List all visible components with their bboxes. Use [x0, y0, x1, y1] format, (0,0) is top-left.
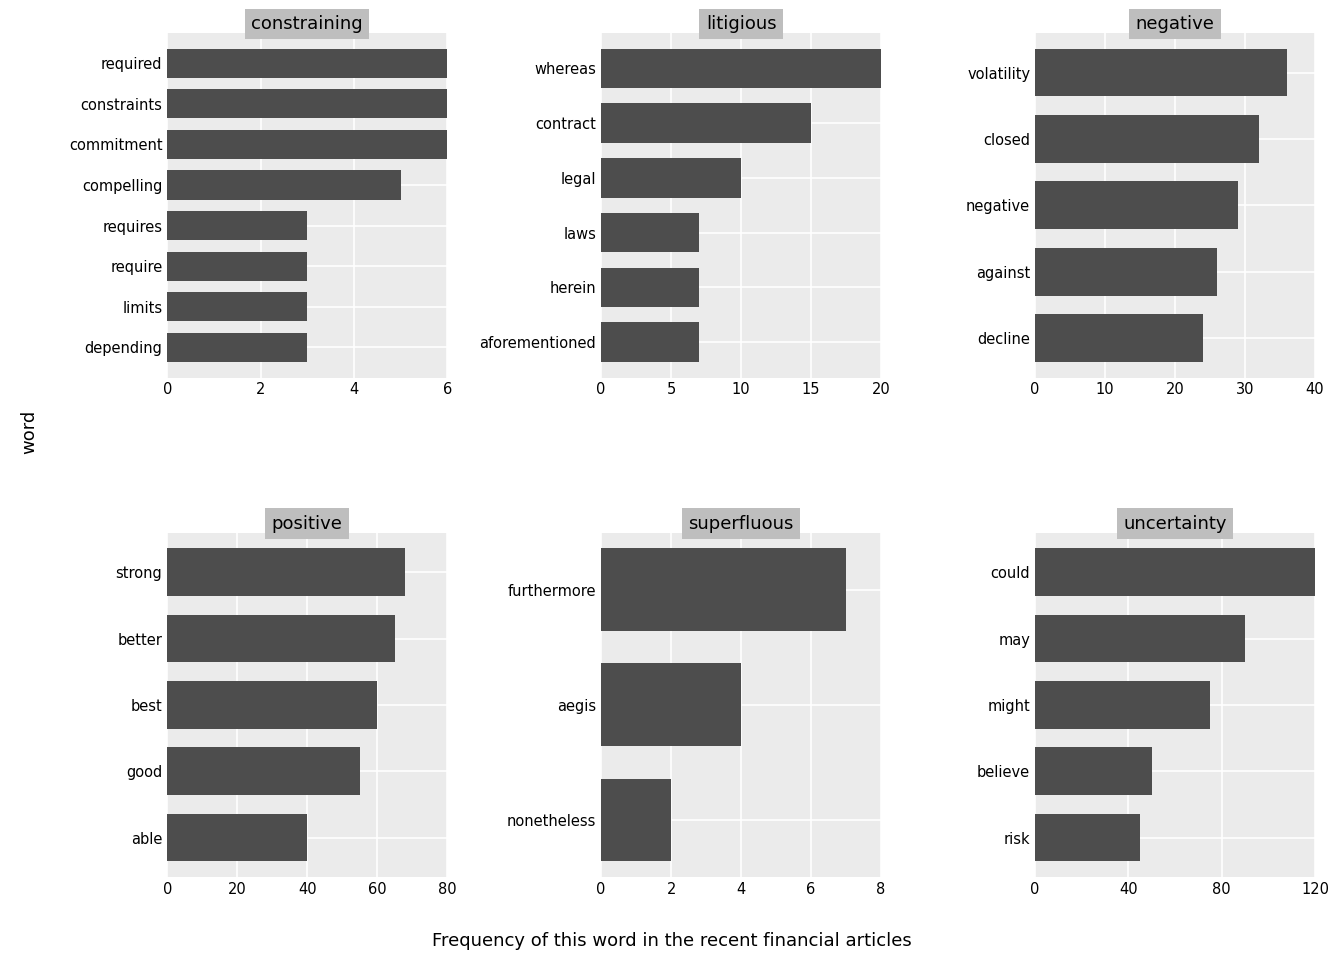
Text: constraining: constraining [251, 15, 363, 33]
Bar [601, 49, 882, 88]
Text: word: word [20, 410, 38, 454]
Bar [1035, 614, 1245, 662]
Bar [167, 614, 395, 662]
Bar [601, 104, 812, 143]
Bar [167, 49, 448, 78]
Text: litigious: litigious [706, 15, 777, 33]
Bar [167, 130, 448, 159]
Bar [1035, 49, 1288, 96]
Text: Frequency of this word in the recent financial articles: Frequency of this word in the recent fin… [433, 932, 911, 950]
Text: superfluous: superfluous [688, 515, 794, 533]
Bar [1035, 548, 1314, 596]
Bar [1035, 181, 1238, 229]
Bar [1035, 115, 1259, 163]
Bar [1035, 314, 1203, 362]
Bar [167, 747, 360, 795]
Text: uncertainty: uncertainty [1124, 515, 1227, 533]
Bar [601, 323, 699, 362]
Bar [1035, 248, 1218, 296]
Bar [601, 158, 741, 198]
Bar [601, 663, 741, 746]
Bar [167, 292, 308, 322]
Bar [601, 213, 699, 252]
Bar [1035, 681, 1210, 729]
Bar [601, 779, 671, 861]
Bar [167, 333, 308, 362]
Bar [167, 252, 308, 280]
Text: negative: negative [1136, 15, 1215, 33]
Bar [167, 814, 308, 861]
Bar [167, 211, 308, 240]
Bar [601, 548, 847, 631]
Bar [167, 89, 448, 118]
Bar [167, 548, 405, 596]
Bar [1035, 814, 1140, 861]
Bar [167, 170, 401, 200]
Bar [601, 268, 699, 307]
Bar [1035, 747, 1152, 795]
Text: positive: positive [271, 515, 343, 533]
Bar [167, 681, 378, 729]
